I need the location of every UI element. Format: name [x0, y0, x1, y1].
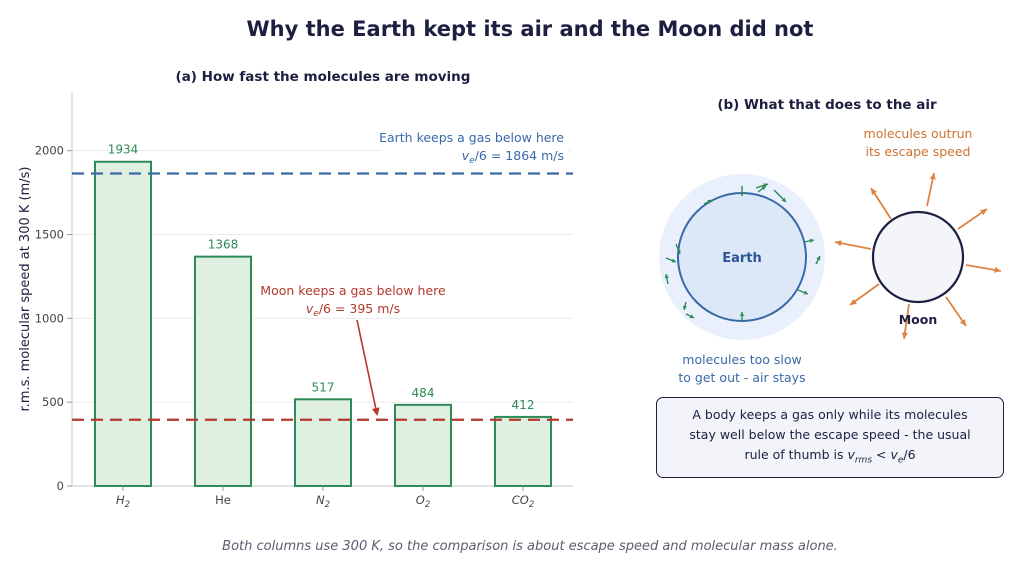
rule-of-thumb-text: A body keeps a gas only while its molecu… [689, 405, 970, 471]
bar-CO2 [494, 415, 552, 487]
earth-label: Earth [722, 251, 762, 266]
bar-value-label-O2: 484 [412, 386, 435, 400]
earth-molecule-arrowhead-9 [739, 312, 745, 316]
bars [94, 160, 552, 488]
moon-molecule-arrowhead-5 [850, 298, 857, 305]
moon-label: Moon [899, 312, 938, 327]
x-tick-label-O2: O2 [416, 493, 430, 510]
y-tick-label-2: 1000 [35, 311, 64, 325]
earth-diagram: Earth [659, 174, 825, 340]
earth-molecule-arrowhead-3 [707, 199, 712, 204]
bar-value-label-CO2: 412 [512, 398, 535, 412]
earth-threshold-value: ve/6 = 1864 m/s [462, 148, 564, 166]
earth-molecule-arrowhead-8 [689, 314, 694, 319]
earth-caption-line-1: molecules too slow [682, 352, 801, 367]
bar-N2 [294, 398, 352, 488]
moon-label-arrow [356, 319, 380, 416]
bar-He [194, 255, 252, 487]
earth-molecule-arrowhead-4 [676, 249, 681, 254]
moon-molecule-arrowhead-1 [980, 209, 987, 216]
footer-caption: Both columns use 300 K, so the compariso… [222, 539, 838, 554]
moon-molecule-arrowhead-4 [901, 332, 908, 339]
bar-labels: 1934 1368 517 484 412 [108, 143, 535, 412]
x-ticks: H2 He N2 O2 CO2 [116, 486, 534, 510]
moon-threshold-label: Moon keeps a gas below here [260, 283, 446, 298]
panel-b-subtitle: (b) What that does to the air [717, 97, 937, 113]
y-ticks: 0 500 1000 1500 2000 [35, 144, 72, 493]
y-axis-label: r.m.s. molecular speed at 300 K (m/s) [18, 167, 33, 412]
earth-molecule-arrowhead-12 [816, 256, 821, 261]
moon-diagram: Moon [834, 172, 1002, 340]
x-tick-label-He: He [215, 493, 231, 507]
earth-molecule-arrowhead-6 [664, 274, 669, 279]
moon-molecule-arrows [834, 172, 1002, 340]
rule-line-3: rule of thumb is vrms < ve/6 [744, 446, 916, 466]
moon-molecule-arrowhead-2 [994, 266, 1001, 273]
rule-line-2: stay well below the escape speed - the u… [689, 426, 971, 442]
earth-label-background [382, 126, 568, 166]
moon-caption-line-2: its escape speed [866, 144, 971, 159]
bar-O2 [394, 403, 452, 487]
earth-threshold-label: Earth keeps a gas below here [379, 130, 564, 145]
moon-threshold-value: ve/6 = 395 m/s [306, 301, 400, 319]
earth-molecule-arrowhead-11 [809, 238, 814, 243]
y-tick-label-3: 1500 [35, 228, 64, 242]
earth-molecule-arrowhead-0 [739, 192, 745, 196]
earth-caption-line-2: to get out - air stays [678, 370, 805, 385]
y-tick-label-1: 500 [42, 395, 64, 409]
x-tick-label-N2: N2 [316, 493, 330, 510]
bar-value-label-N2: 517 [312, 380, 335, 394]
rule-line-1: A body keeps a gas only while its molecu… [692, 406, 968, 422]
moon-molecule-arrowhead-6 [835, 240, 842, 247]
moon-molecule-arrowhead-0 [929, 173, 936, 180]
moon-molecule-arrowhead-7 [871, 188, 877, 195]
earth-molecule-arrowhead-7 [682, 305, 688, 310]
y-tick-label-4: 2000 [35, 144, 64, 158]
earth-molecule-arrows [664, 183, 821, 322]
main-title: Why the Earth kept its air and the Moon … [247, 17, 814, 41]
moon-caption-line-1: molecules outrun [864, 126, 973, 141]
moon-globe [871, 210, 965, 304]
panel-a-subtitle: (a) How fast the molecules are moving [176, 69, 471, 85]
bar-chart: 0 500 1000 1500 2000 1934 1368 517 484 412 H2 He N… [18, 92, 573, 510]
bar-value-label-He: 1368 [208, 238, 239, 252]
rule-of-thumb-box: A body keeps a gas only while its molecu… [656, 397, 1004, 478]
moon-molecule-arrowhead-3 [959, 319, 966, 326]
bar-value-label-H2: 1934 [108, 143, 139, 157]
earth-molecule-arrowhead-10 [803, 290, 808, 295]
x-tick-label-H2: H2 [116, 493, 130, 510]
earth-molecule-arrowhead-2 [781, 197, 786, 202]
earth-molecule-arrowhead-13 [761, 186, 766, 191]
y-tick-label-0: 0 [57, 479, 64, 493]
bar-H2 [94, 160, 152, 488]
earth-molecule-arrowhead-5 [671, 258, 676, 263]
x-tick-label-CO2: CO2 [512, 493, 535, 510]
